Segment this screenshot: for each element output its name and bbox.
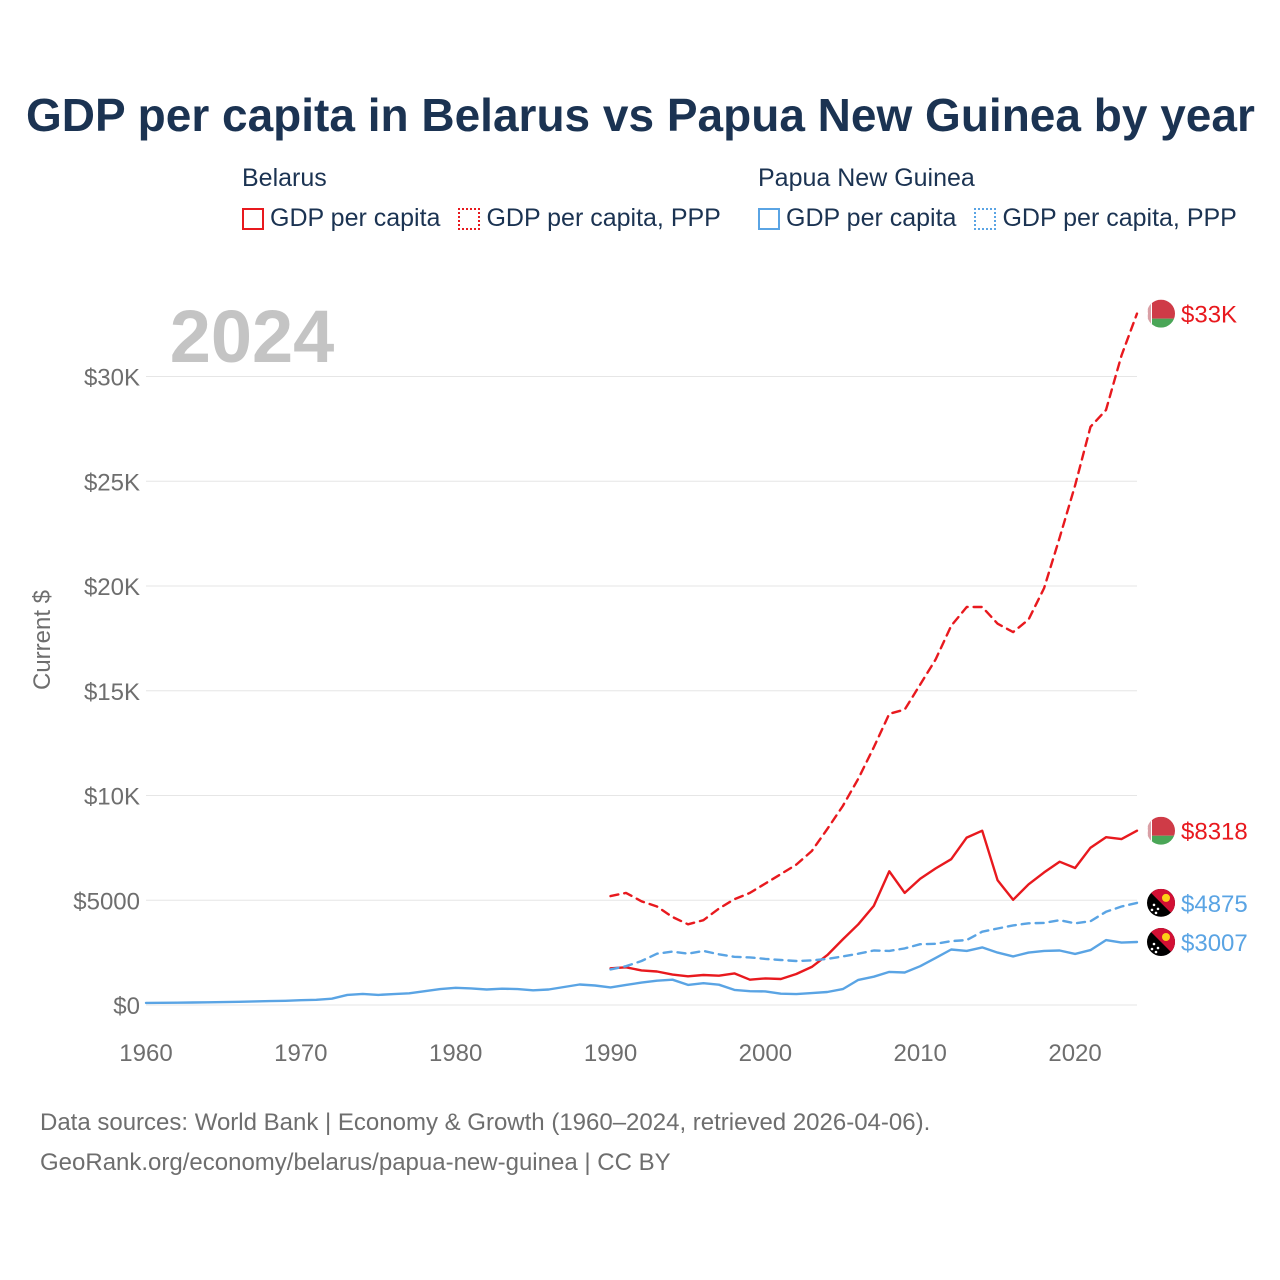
footer: Data sources: World Bank | Economy & Gro…	[40, 1103, 930, 1183]
y-tick-label: $20K	[84, 574, 140, 601]
y-tick-label: $30K	[84, 365, 140, 392]
legend-item-label: GDP per capita	[270, 204, 441, 232]
legend-item-belarus-gdp-ppp[interactable]: GDP per capita, PPP	[458, 204, 721, 233]
legend-group-label: Papua New Guinea	[758, 164, 975, 192]
x-axis: 1960 1970 1980 1990 2000 2010 2020	[119, 1040, 1101, 1067]
year-watermark: 2024	[170, 295, 335, 378]
end-value-label: $3007	[1181, 930, 1248, 957]
y-tick-label: $5000	[73, 888, 140, 915]
chart-title: GDP per capita in Belarus vs Papua New G…	[26, 89, 1255, 141]
footer-url[interactable]: GeoRank.org/economy/belarus/papua-new-gu…	[40, 1149, 671, 1176]
end-markers: $33K $8318 $4875 $3007	[1147, 299, 1248, 957]
legend-group-label: Belarus	[242, 164, 327, 192]
legend-group-papua-new-guinea: Papua New Guinea GDP per capita GDP per …	[758, 162, 1237, 233]
papua-new-guinea-flag-icon	[1147, 928, 1175, 957]
belarus-flag-icon	[1147, 816, 1175, 845]
footer-sources: Data sources: World Bank | Economy & Gro…	[40, 1109, 931, 1136]
y-tick-label: $10K	[84, 784, 140, 811]
legend-swatch-solid	[758, 207, 780, 230]
series-layer	[144, 312, 1139, 1005]
legend-item-png-gdp-ppp[interactable]: GDP per capita, PPP	[974, 204, 1237, 233]
x-tick-label: 1980	[429, 1040, 482, 1067]
y-tick-label: $0	[113, 993, 140, 1020]
legend-item-label: GDP per capita	[786, 204, 957, 232]
legend-swatch-dotted	[458, 207, 481, 230]
series-line-papua-new-guinea-gdp-per-capita-ppp[interactable]	[609, 901, 1139, 971]
end-value-label: $33K	[1181, 302, 1237, 329]
belarus-flag-icon	[1147, 299, 1175, 328]
legend-item-label: GDP per capita, PPP	[486, 204, 721, 232]
legend-group-belarus: Belarus GDP per capita GDP per capita, P…	[242, 162, 721, 233]
series-line-belarus-gdp-per-capita-ppp[interactable]	[609, 312, 1139, 926]
y-tick-label: $25K	[84, 469, 140, 496]
legend-item-label: GDP per capita, PPP	[1002, 204, 1237, 232]
y-axis: $0 $5000 $10K $15K $20K $25K $30K	[73, 365, 140, 1021]
y-axis-label: Current $	[29, 590, 56, 690]
legend-item-belarus-gdp[interactable]: GDP per capita	[242, 204, 440, 233]
legend-item-png-gdp[interactable]: GDP per capita	[758, 204, 956, 233]
x-tick-label: 1990	[584, 1040, 637, 1067]
end-value-label: $8318	[1181, 819, 1248, 846]
x-tick-label: 2000	[739, 1040, 792, 1067]
legend-swatch-dotted	[974, 207, 997, 230]
end-value-label: $4875	[1181, 891, 1248, 918]
legend-swatch-solid	[242, 207, 264, 230]
series-line-belarus-gdp-per-capita[interactable]	[609, 829, 1139, 981]
papua-new-guinea-flag-icon	[1147, 888, 1175, 917]
y-tick-label: $15K	[84, 679, 140, 706]
x-tick-label: 2020	[1048, 1040, 1101, 1067]
x-tick-label: 2010	[894, 1040, 947, 1067]
grid-layer	[146, 376, 1137, 1006]
x-tick-label: 1960	[119, 1040, 172, 1067]
x-tick-label: 1970	[274, 1040, 327, 1067]
series-line-papua-new-guinea-gdp-per-capita[interactable]	[144, 938, 1139, 1005]
